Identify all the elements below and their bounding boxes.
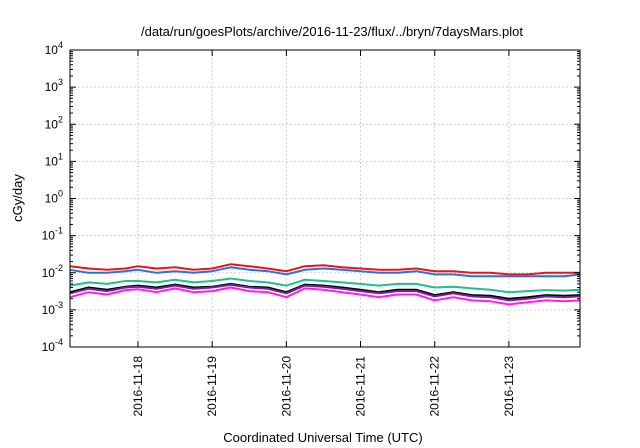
series-line	[69, 277, 581, 294]
y-tick-label: 101	[45, 151, 63, 168]
series-line	[69, 283, 581, 302]
y-tick-label: 10-1	[42, 226, 63, 243]
chart-title: /data/run/goesPlots/archive/2016-11-23/f…	[141, 24, 523, 39]
y-tick-label: 104	[45, 40, 63, 57]
y-tick-label: 102	[45, 114, 63, 131]
x-tick-label: 2016-11-21	[354, 356, 368, 417]
y-tick-label: 100	[45, 189, 63, 206]
x-axis: 2016-11-18 2016-11-19 2016-11-20 2016-11-21…	[131, 50, 516, 417]
series-line	[69, 282, 581, 300]
y-axis: 10-4 10-3 10-2 10-1 100 101 102 103 104	[42, 40, 580, 354]
y-tick-label: 10-2	[42, 263, 63, 280]
x-tick-label: 2016-11-20	[279, 356, 293, 417]
y-tick-label: 103	[45, 77, 63, 94]
x-tick-label: 2016-11-18	[131, 356, 145, 417]
series-line	[69, 263, 580, 276]
series-line	[69, 286, 581, 306]
y-tick-label: 10-4	[42, 337, 63, 354]
x-tick-label: 2016-11-23	[502, 356, 516, 417]
y-axis-label: cGy/day	[10, 174, 25, 222]
y-tick-label: 10-3	[42, 300, 63, 317]
x-tick-label: 2016-11-19	[205, 356, 219, 417]
series-line	[69, 266, 581, 278]
x-axis-label: Coordinated Universal Time (UTC)	[223, 430, 422, 445]
x-tick-label: 2016-11-22	[428, 356, 442, 417]
series-group	[69, 263, 581, 306]
